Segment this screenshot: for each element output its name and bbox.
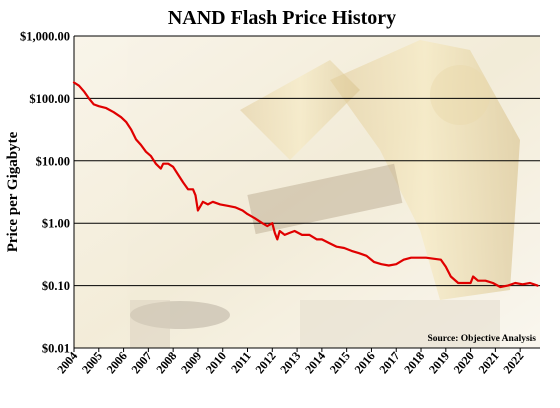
y-tick-label: $1.00 — [42, 217, 70, 231]
x-tick-label: 2017 — [376, 349, 402, 376]
y-axis: $1,000.00 $100.00 $10.00 $1.00 $0.10 $0.01 — [20, 30, 75, 356]
y-tick-label: $100.00 — [29, 92, 70, 106]
x-tick-label: 2008 — [153, 349, 179, 376]
x-tick-label: 2016 — [352, 349, 378, 376]
x-tick-label: 2014 — [302, 349, 328, 376]
x-tick-label: 2010 — [203, 349, 229, 376]
x-tick-label: 2018 — [401, 349, 427, 376]
series-lines — [72, 81, 539, 289]
x-tick-label: 2011 — [228, 349, 254, 376]
x-tick-label: 2006 — [104, 349, 130, 376]
y-axis-label: Price per Gigabyte — [5, 131, 21, 252]
x-tick-label: 2022 — [500, 349, 526, 376]
x-tick-label: 2012 — [252, 349, 278, 376]
series-line — [72, 81, 539, 289]
x-tick-label: 2021 — [476, 349, 502, 376]
x-tick-label: 2007 — [129, 349, 155, 376]
background-image — [74, 36, 540, 348]
chart-title: NAND Flash Price History — [168, 7, 396, 29]
x-tick-label: 2005 — [79, 349, 105, 376]
y-tick-label: $0.01 — [42, 342, 70, 356]
x-tick-label: 2013 — [277, 349, 303, 376]
source-annotation: Source: Objective Analysis — [427, 334, 536, 344]
x-tick-label: 2019 — [426, 349, 452, 376]
y-tick-label: $0.10 — [42, 279, 70, 293]
y-tick-label: $10.00 — [36, 154, 70, 168]
gridlines — [74, 35, 540, 349]
x-tick-label: 2020 — [451, 349, 477, 376]
y-tick-label: $1,000.00 — [20, 30, 70, 44]
x-tick-label: 2009 — [178, 349, 204, 376]
x-tick-label: 2015 — [327, 349, 353, 376]
